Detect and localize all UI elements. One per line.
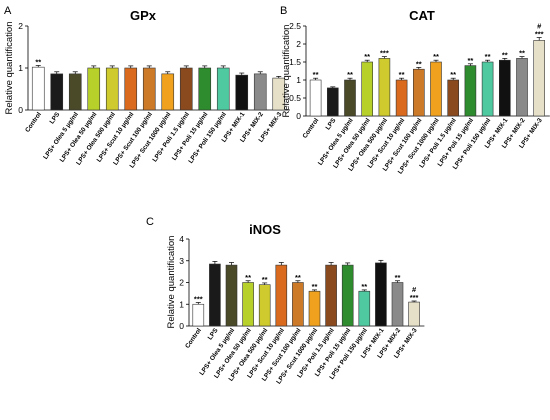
significance-label: **: [416, 59, 422, 68]
bar: [179, 67, 193, 111]
bar: [309, 79, 322, 117]
bar: [464, 65, 477, 117]
significance-label: ***: [380, 49, 389, 58]
bar: [292, 282, 304, 327]
significance-label: **: [485, 52, 491, 61]
y-tick-label: 2: [18, 21, 23, 31]
y-tick-label: 0: [18, 105, 23, 115]
significance-hash-label: #: [412, 285, 417, 294]
significance-label: **: [395, 273, 401, 282]
y-tick-label: 1: [296, 75, 301, 85]
significance-hash-label: #: [537, 22, 542, 31]
bar: [358, 290, 371, 327]
bar: [87, 67, 101, 111]
y-tick-label: 1: [179, 299, 184, 309]
bar: [142, 67, 156, 111]
y-tick-label: 2.5: [289, 21, 301, 31]
significance-label: **: [262, 275, 268, 284]
panel-label-c: C: [146, 216, 154, 228]
panel-title-gpx: GPx: [130, 8, 157, 23]
bar: [124, 67, 138, 111]
panel-title-inos: iNOS: [249, 222, 281, 237]
bar: [395, 79, 408, 117]
significance-label: **: [450, 70, 456, 79]
y-axis-label: Relative quantification: [166, 236, 177, 329]
y-tick-label: 0: [296, 111, 301, 121]
bar: [105, 67, 119, 111]
bar: [391, 282, 404, 327]
bar: [161, 73, 175, 111]
significance-label: ***: [194, 295, 203, 304]
bar: [275, 264, 288, 327]
bar: [31, 66, 45, 111]
y-tick-label: 0: [179, 321, 184, 331]
panel-title-cat: CAT: [409, 8, 435, 23]
bar: [253, 73, 267, 111]
significance-label: **: [467, 56, 473, 65]
significance-label: **: [295, 273, 301, 282]
panel-label-a: A: [4, 5, 12, 17]
bar: [308, 290, 321, 327]
x-tick-label: LPS: [325, 117, 338, 132]
bar: [344, 79, 356, 117]
y-tick-label: 4: [179, 234, 184, 244]
significance-label: **: [502, 50, 508, 59]
bar: [50, 73, 64, 111]
bar: [225, 264, 238, 327]
bar: [378, 58, 391, 117]
y-axis-label: Relative quantification: [4, 22, 15, 115]
significance-label: **: [347, 70, 353, 79]
bar: [481, 61, 494, 117]
bar: [408, 301, 420, 327]
y-tick-label: 3: [179, 256, 184, 266]
x-tick-label: Control: [184, 327, 203, 350]
bar: [498, 59, 511, 117]
y-axis-label: Relative quantification: [281, 25, 292, 118]
bar: [447, 79, 460, 117]
bar: [242, 282, 254, 327]
significance-label: **: [361, 282, 367, 291]
y-tick-label: 2: [296, 39, 301, 49]
significance-label: **: [245, 273, 251, 282]
bar: [341, 264, 354, 327]
significance-label: ***: [410, 293, 419, 302]
panel-inos: C iNOS Relative quantification 0 1 2 3 4 Contr…: [146, 216, 425, 386]
bar: [258, 284, 271, 327]
bar: [430, 61, 442, 117]
y-tick-label: 1.5: [289, 57, 301, 67]
bar: [375, 262, 387, 327]
bar: [209, 263, 221, 327]
bar: [198, 67, 212, 111]
y-tick-label: 2: [179, 278, 184, 288]
x-tick-label: LPS: [207, 327, 220, 342]
y-tick-label: 1: [18, 63, 23, 73]
panel-label-b: B: [280, 5, 287, 17]
bar: [516, 58, 528, 117]
significance-label: **: [519, 49, 525, 58]
x-tick-label: Control: [24, 111, 43, 134]
significance-label: **: [312, 282, 318, 291]
x-tick-label: LPS: [49, 111, 62, 126]
significance-label: **: [399, 70, 405, 79]
significance-label: **: [313, 70, 319, 79]
significance-label: **: [433, 52, 439, 61]
y-tick-label: 0.5: [289, 93, 301, 103]
significance-label: **: [35, 57, 41, 66]
bar: [192, 303, 205, 327]
panel-cat: B CAT Relative quantification 0 0.5 1 1.5 2 2.…: [280, 5, 550, 176]
bar: [216, 67, 230, 111]
bar: [68, 73, 82, 111]
bar: [325, 264, 337, 327]
significance-label: ***: [535, 30, 544, 39]
bar: [412, 68, 425, 117]
x-tick-label: Control: [301, 117, 320, 140]
bar: [361, 61, 374, 117]
significance-label: **: [364, 52, 370, 61]
bar: [326, 87, 339, 117]
bar: [235, 74, 249, 111]
bar: [533, 40, 546, 117]
